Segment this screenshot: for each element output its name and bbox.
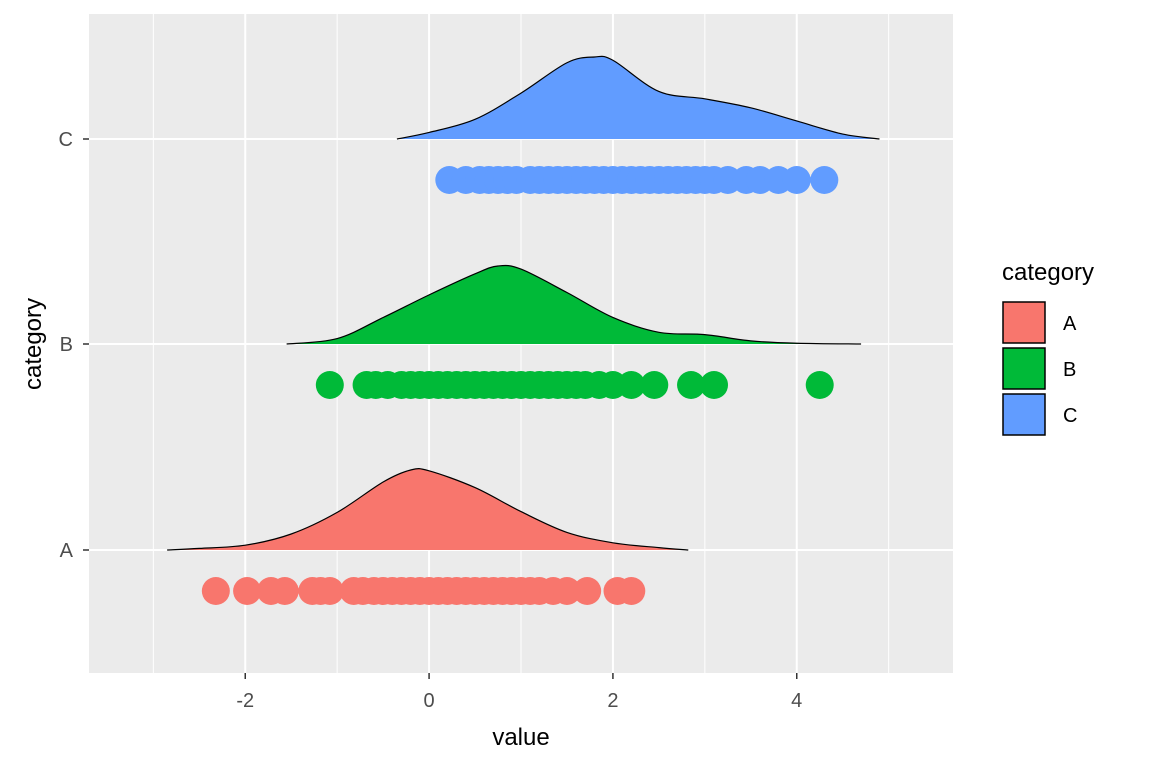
density-area [396,56,880,139]
data-point [552,577,581,605]
legend-key [1002,347,1046,390]
density-outline [396,55,880,140]
data-point [640,371,669,399]
data-point [270,577,299,605]
legend-label: B [1063,359,1076,381]
y-tick-label: B [60,334,73,356]
series-B [315,371,834,399]
y-tick-label: A [60,540,74,562]
legend-key [1002,301,1046,344]
legend-key [1002,393,1046,436]
density-outline [167,468,689,551]
legend-item-B: B [1002,347,1076,390]
x-axis: -2 0 2 4 [236,673,802,712]
x-tick-label: 2 [607,690,618,712]
legend-item-C: C [1002,393,1077,436]
data-point [782,166,811,194]
data-point [573,577,602,605]
data-point [315,371,344,399]
legend-item-A: A [1002,301,1077,344]
x-axis-title: value [492,724,549,751]
legend-label: C [1063,405,1077,427]
x-tick-label: 4 [791,690,802,712]
legend-title: category [1002,259,1094,286]
data-point [805,371,834,399]
series-A [201,577,646,605]
density-area [167,468,689,550]
y-axis: A B C [59,129,89,562]
data-point [233,577,262,605]
x-tick-label: -2 [236,690,254,712]
density-A [167,468,689,551]
series-C [435,166,839,194]
data-point [201,577,230,605]
legend-label: A [1063,313,1077,335]
density-outline [286,264,862,345]
density-C [396,55,880,140]
data-point [315,577,344,605]
series-layer [167,55,880,605]
data-point [810,166,839,194]
data-point [617,371,646,399]
data-point [700,371,729,399]
density-B [286,264,862,345]
data-point [617,577,646,605]
data-point [677,371,706,399]
y-tick-label: C [59,129,73,151]
legend: category A B C [1002,259,1094,436]
y-axis-title: category [20,298,47,390]
x-tick-label: 0 [424,690,435,712]
density-area [286,265,862,344]
